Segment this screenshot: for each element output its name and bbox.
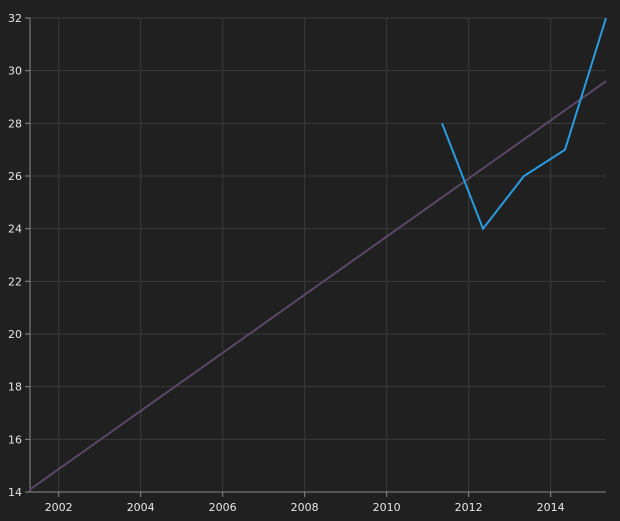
y-tick-label: 20 (8, 328, 22, 341)
x-tick-label: 2014 (537, 501, 565, 514)
x-tick-label: 2006 (209, 501, 237, 514)
y-tick-label: 18 (8, 381, 22, 394)
x-tick-label: 2010 (373, 501, 401, 514)
axes (25, 17, 606, 497)
y-tick-label: 22 (8, 275, 22, 288)
x-tick-label: 2012 (455, 501, 483, 514)
x-tick-label: 2004 (127, 501, 155, 514)
y-tick-label: 30 (8, 65, 22, 78)
series-layer (29, 17, 607, 491)
y-tick-label: 14 (8, 486, 22, 499)
x-tick-label: 2008 (291, 501, 319, 514)
y-tick-label: 26 (8, 170, 22, 183)
series-line (441, 17, 607, 231)
tick-labels: 14 16 18 20 22 24 26 28 30 32 2002 2004 2006 2008 2010… (8, 12, 565, 514)
y-tick-label: 28 (8, 117, 22, 130)
grid (30, 17, 606, 493)
x-tick-label: 2002 (45, 501, 73, 514)
y-tick-label: 16 (8, 433, 22, 446)
trend-line (29, 80, 607, 491)
y-tick-label: 24 (8, 223, 22, 236)
y-tick-label: 32 (8, 12, 22, 25)
